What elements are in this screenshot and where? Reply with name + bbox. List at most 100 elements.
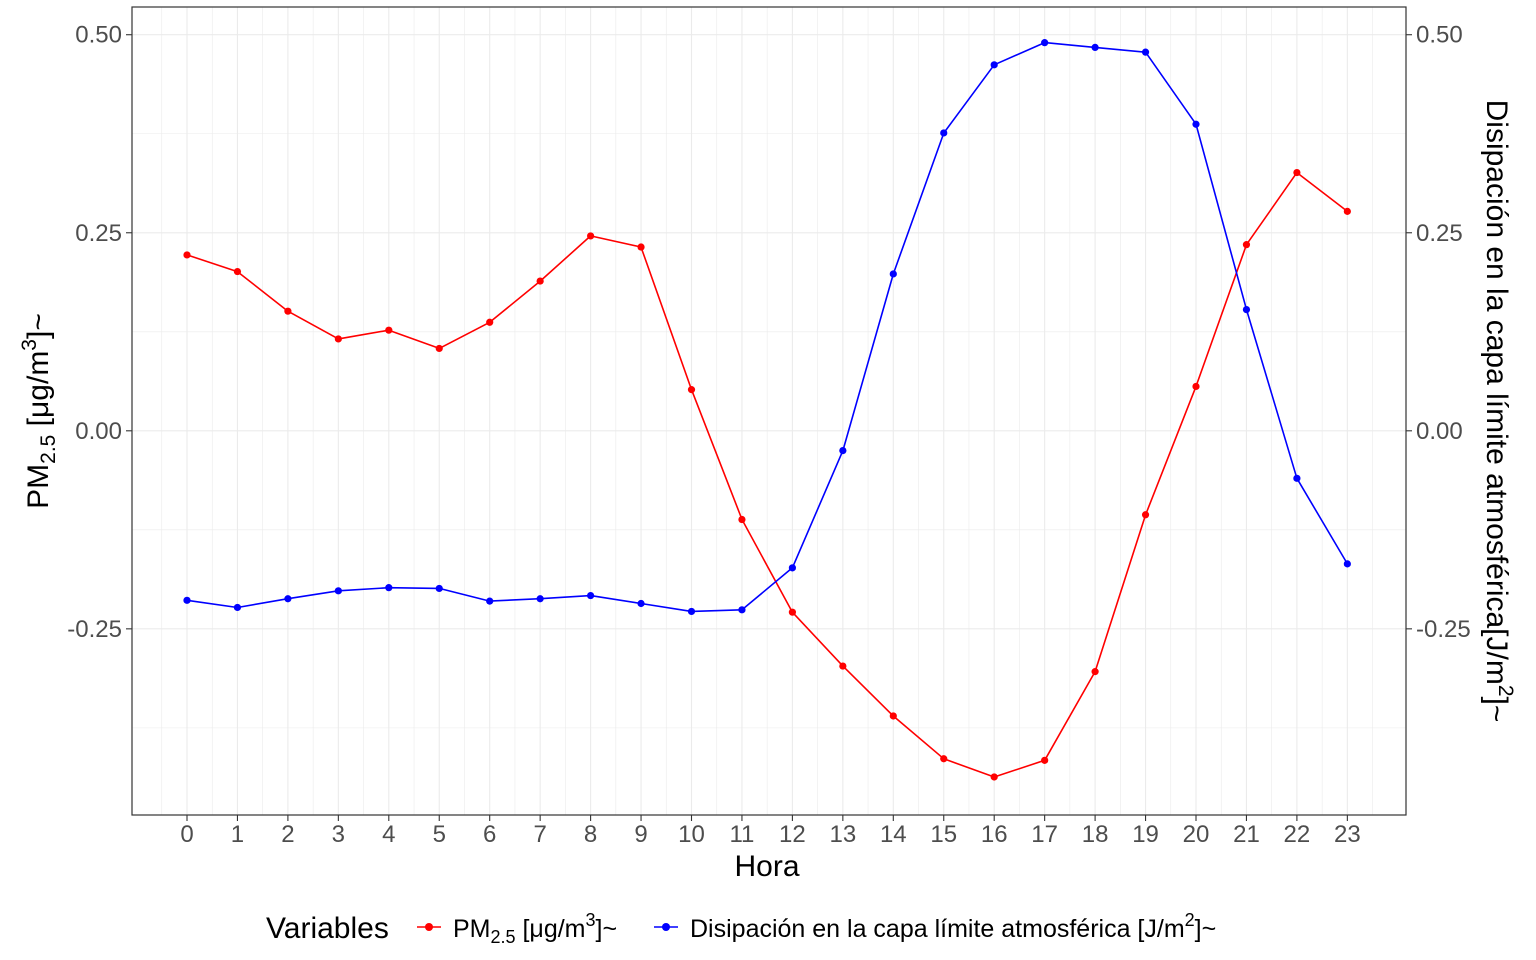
x-tick-label: 10: [678, 821, 705, 848]
x-tick-label: 11: [729, 821, 754, 848]
data-point-disipacion: [334, 587, 342, 595]
x-tick-label: 3: [332, 821, 345, 848]
data-point-pm25: [1041, 756, 1049, 764]
data-point-disipacion: [587, 591, 595, 600]
data-point-disipacion: [788, 564, 797, 572]
data-point-disipacion: [233, 603, 242, 612]
x-tick-label: 8: [584, 821, 597, 848]
x-tick-label: 0: [180, 821, 193, 848]
data-point-pm25: [486, 318, 494, 326]
series-line-pm25: [186, 171, 1348, 778]
data-point-disipacion: [385, 584, 393, 592]
series-layer: [183, 39, 1351, 781]
data-point-disipacion: [1041, 39, 1049, 47]
y-tick-label-right: 0.50: [1416, 22, 1463, 49]
y-axis-left: -0.25 0.00 0.25 0.50: [67, 22, 132, 643]
data-point-pm25: [687, 386, 696, 394]
legend-key-point-pm25: [425, 923, 433, 931]
x-tick-label: 7: [533, 821, 546, 848]
x-tick-label: 9: [634, 821, 647, 848]
x-tick-label: 2: [281, 821, 294, 848]
legend: Variables PM2.5 [μg/m3]~ Disipación en l…: [266, 910, 1216, 947]
series-line-disipacion: [186, 41, 1349, 613]
data-point-disipacion: [1293, 474, 1301, 482]
plot-panel: [132, 7, 1406, 815]
y-tick-label-right: 0.00: [1416, 418, 1463, 445]
y-tick-label-right: 0.25: [1416, 220, 1463, 247]
data-point-pm25: [385, 326, 393, 334]
x-tick-label: 20: [1183, 821, 1210, 848]
x-tick-label: 23: [1334, 821, 1361, 848]
y-tick-label-left: 0.25: [75, 220, 122, 247]
data-point-pm25: [788, 608, 797, 616]
data-point-disipacion: [1141, 48, 1150, 56]
data-point-pm25: [637, 243, 645, 251]
y-axis-title-left: PM2.5 [μg/m3]~: [18, 313, 60, 509]
data-point-pm25: [435, 344, 443, 353]
data-point-disipacion: [940, 129, 948, 137]
legend-item-pm25: PM2.5 [μg/m3]~: [417, 910, 617, 947]
plot-border: [131, 6, 1407, 816]
data-point-pm25: [536, 277, 544, 285]
data-point-pm25: [940, 755, 948, 763]
data-point-disipacion: [1192, 120, 1200, 128]
x-tick-label: 15: [930, 821, 957, 848]
data-point-pm25: [1293, 168, 1301, 177]
data-point-pm25: [1343, 207, 1351, 215]
x-tick-label: 14: [880, 821, 907, 848]
data-point-disipacion: [839, 447, 847, 455]
data-point-pm25: [334, 335, 342, 343]
data-point-pm25: [990, 773, 998, 781]
y-tick-label-left: 0.50: [75, 22, 122, 49]
data-point-disipacion: [1242, 306, 1251, 314]
y-tick-label-left: -0.25: [67, 616, 122, 643]
data-point-pm25: [889, 712, 897, 720]
legend-label-pm25: PM2.5 [μg/m3]~: [453, 910, 617, 947]
x-axis: 0 1 2 3 4 5 6 7 8 9 10 11 12 13 14 15 16 17 18 19 20 21 22 23: [180, 815, 1361, 848]
y-tick-label-right: -0.25: [1416, 616, 1471, 643]
x-tick-label: 12: [779, 821, 806, 848]
data-point-disipacion: [990, 61, 998, 69]
legend-label-disipacion: Disipación en la capa límite atmosférica…: [690, 910, 1216, 943]
legend-item-disipacion: Disipación en la capa límite atmosférica…: [654, 910, 1216, 943]
x-tick-label: 1: [231, 821, 244, 848]
data-point-pm25: [1091, 668, 1099, 676]
data-point-disipacion: [637, 599, 645, 608]
data-point-disipacion: [889, 270, 897, 278]
x-tick-label: 16: [981, 821, 1008, 848]
x-tick-label: 6: [483, 821, 496, 848]
y-axis-title-right: Disipación en la capa límite atmosférica…: [1480, 100, 1517, 723]
x-axis-title: Hora: [734, 850, 799, 883]
data-point-disipacion: [284, 595, 292, 603]
x-tick-label: 4: [382, 821, 395, 848]
x-tick-label: 5: [433, 821, 446, 848]
data-point-disipacion: [738, 606, 746, 614]
x-tick-label: 17: [1031, 821, 1058, 848]
data-point-pm25: [587, 232, 595, 240]
data-point-disipacion: [1343, 560, 1351, 568]
data-point-pm25: [233, 267, 242, 276]
x-tick-label: 13: [829, 821, 856, 848]
legend-title: Variables: [266, 912, 389, 945]
y-axis-right: -0.25 0.00 0.25 0.50: [1406, 22, 1471, 643]
data-point-pm25: [738, 515, 746, 524]
data-point-disipacion: [486, 597, 494, 605]
data-point-disipacion: [687, 607, 696, 616]
grid-lines: [132, 7, 1406, 815]
x-tick-label: 19: [1132, 821, 1159, 848]
x-tick-label: 21: [1233, 821, 1260, 848]
data-point-disipacion: [536, 595, 544, 603]
data-point-pm25: [1242, 241, 1251, 249]
data-point-disipacion: [435, 584, 443, 593]
data-point-disipacion: [183, 596, 191, 604]
data-point-pm25: [183, 251, 191, 259]
data-point-pm25: [839, 662, 847, 670]
y-tick-label-left: 0.00: [75, 418, 122, 445]
data-point-pm25: [1192, 382, 1200, 391]
x-tick-label: 18: [1082, 821, 1109, 848]
data-point-disipacion: [1091, 43, 1099, 52]
x-tick-label: 22: [1284, 821, 1311, 848]
data-point-pm25: [1141, 511, 1150, 519]
data-point-pm25: [284, 307, 292, 315]
